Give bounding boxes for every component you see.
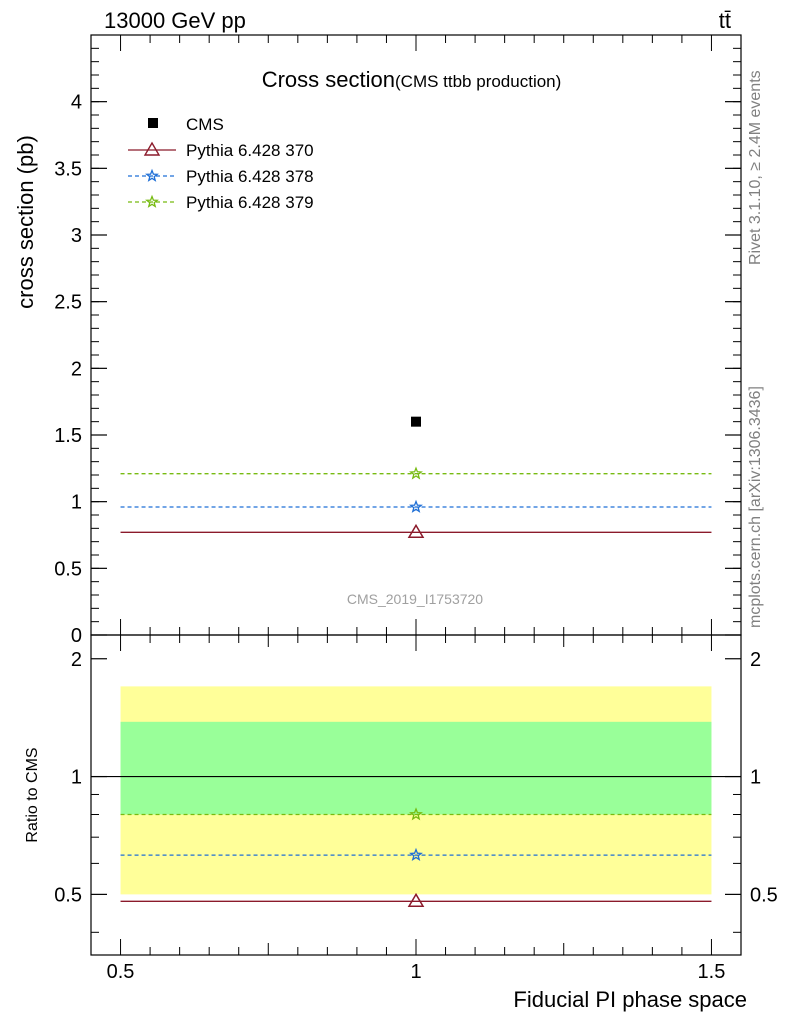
ratio-point-series_370 bbox=[407, 892, 425, 907]
ratio-uncertainty-bands bbox=[91, 686, 741, 895]
main-series-group bbox=[120, 416, 712, 538]
ratio-tick-label-left: 0.5 bbox=[54, 884, 82, 906]
x-tick-label: 0.5 bbox=[107, 961, 135, 983]
legend-marker-cms bbox=[148, 118, 158, 128]
main-axis-ticks: 0 0.5 1 1.5 2 2.5 3 3.5 4 bbox=[54, 35, 741, 647]
legend-label-370: Pythia 6.428 370 bbox=[186, 141, 314, 160]
legend-label-379: Pythia 6.428 379 bbox=[186, 193, 314, 212]
y-tick-label: 0.5 bbox=[54, 558, 82, 580]
series-point-series_370 bbox=[407, 523, 425, 538]
rivet-version-label: Rivet 3.1.10, ≥ 2.4M events bbox=[747, 70, 764, 265]
ratio-tick-label-right: 2 bbox=[750, 649, 761, 671]
y-tick-label: 1.5 bbox=[54, 425, 82, 447]
legend-label-378: Pythia 6.428 378 bbox=[186, 167, 314, 186]
ratio-axis-ticks: 0.5 0.5 1 1 2 2 0.5 1 1.5 bbox=[54, 635, 778, 983]
legend-triangle-icon bbox=[143, 141, 161, 156]
ratio-tick-label-right: 1 bbox=[750, 767, 761, 789]
y-tick-label: 2 bbox=[71, 358, 82, 380]
ratio-series-group bbox=[120, 807, 712, 907]
legend-label-cms: CMS bbox=[186, 115, 224, 134]
cms-data-point bbox=[411, 416, 421, 427]
ratio-tick-label-left: 1 bbox=[71, 767, 82, 789]
series-point-series_379 bbox=[409, 466, 423, 480]
y-tick-label: 3.5 bbox=[54, 158, 82, 180]
y-tick-label: 4 bbox=[71, 92, 82, 114]
energy-label: 13000 GeV pp bbox=[104, 8, 246, 33]
ratio-tick-label-left: 2 bbox=[71, 649, 82, 671]
legend-star-icon-378 bbox=[145, 168, 159, 182]
x-tick-label: 1.5 bbox=[698, 961, 726, 983]
y-tick-label: 0 bbox=[71, 625, 82, 647]
series-point-series_378 bbox=[409, 499, 423, 513]
analysis-watermark: CMS_2019_I1753720 bbox=[347, 591, 483, 607]
legend-star-icon-379 bbox=[145, 194, 159, 208]
main-y-axis-label: cross section (pb) bbox=[13, 135, 38, 309]
main-panel: 0 0.5 1 1.5 2 2.5 3 3.5 4 Cross section (CMS ttb… bbox=[13, 34, 742, 647]
ratio-tick-label-right: 0.5 bbox=[750, 884, 778, 906]
y-tick-label: 3 bbox=[71, 225, 82, 247]
chart-title: Cross section bbox=[262, 67, 395, 92]
mcplots-label: mcplots.cern.ch [arXiv:1306.3436] bbox=[747, 386, 764, 628]
ratio-y-axis-label: Ratio to CMS bbox=[24, 747, 41, 842]
chart-subtitle: (CMS ttbb production) bbox=[395, 72, 561, 91]
legend: CMS Pythia 6.428 370 Pythia 6.428 378 Py… bbox=[128, 115, 314, 212]
ratio-plot-frame bbox=[90, 634, 742, 956]
ratio-panel: 0.5 0.5 1 1 2 2 0.5 1 1.5 Ratio to CMS Fiducial … bbox=[24, 634, 778, 1012]
y-tick-label: 2.5 bbox=[54, 292, 82, 314]
y-tick-label: 1 bbox=[71, 492, 82, 514]
ratio-point-series_379 bbox=[409, 807, 423, 821]
x-axis-label: Fiducial PI phase space bbox=[513, 987, 747, 1012]
ratio-band-inner bbox=[120, 721, 712, 815]
ratio-point-series_378 bbox=[409, 847, 423, 861]
process-label: tt̄ bbox=[719, 8, 731, 33]
x-tick-label: 1 bbox=[410, 961, 421, 983]
